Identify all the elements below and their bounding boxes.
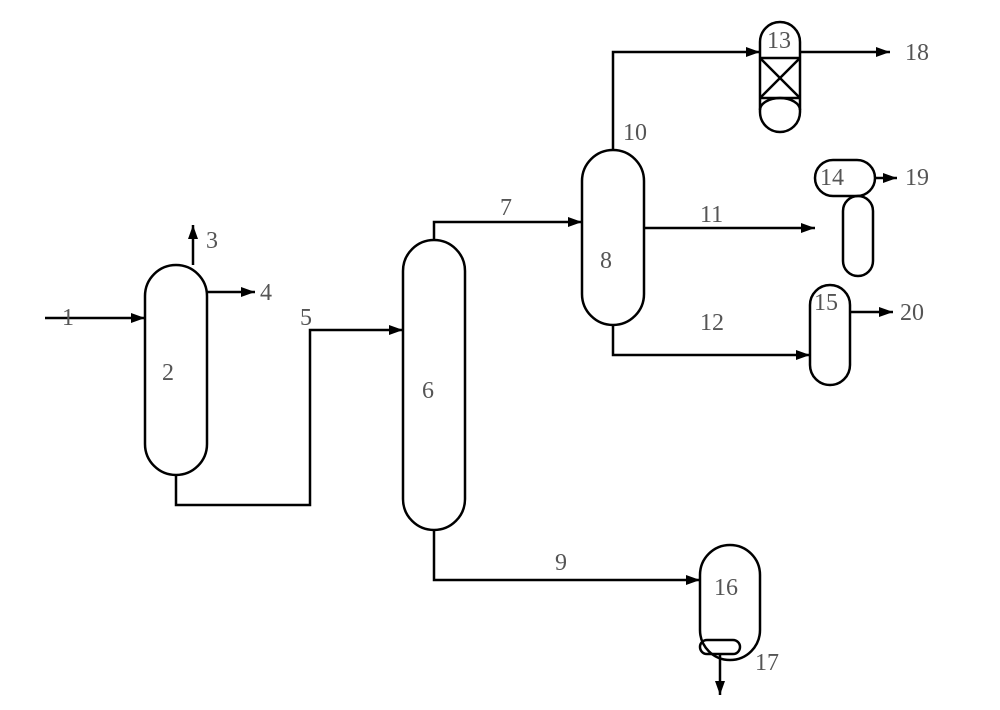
vessel-v2-label: 2 [162, 360, 174, 386]
stream-s9 [434, 530, 700, 580]
stream-s7 [434, 222, 582, 240]
stream-s19-label: 19 [905, 165, 929, 191]
vessel-v8 [582, 150, 644, 325]
vessel-v16 [700, 545, 760, 660]
vessel-v16-label: 16 [714, 575, 738, 601]
stream-s9-label: 9 [555, 550, 567, 576]
stream-s3-label: 3 [206, 228, 218, 254]
stream-s7-label: 7 [500, 195, 512, 221]
process-flow-diagram: 2681314151613457101112917181920 [0, 0, 1000, 710]
stream-s4-label: 4 [260, 280, 272, 306]
stream-s18-label: 18 [905, 40, 929, 66]
stream-s5-label: 5 [300, 305, 312, 331]
stream-s20-label: 20 [900, 300, 924, 326]
stream-s12-label: 12 [700, 310, 724, 336]
vessel-v14-label: 14 [820, 165, 844, 191]
vessel-v13-label: 13 [767, 28, 791, 54]
vessel-v6 [403, 240, 465, 530]
vessel-v15-label: 15 [814, 290, 838, 316]
vessel-v8-label: 8 [600, 248, 612, 274]
stream-s10-label: 10 [623, 120, 647, 146]
vessel-v2 [145, 265, 207, 475]
stream-s1-label: 1 [62, 305, 74, 331]
stream-s17-label: 17 [755, 650, 779, 676]
stream-s11-label: 11 [700, 202, 723, 228]
vessel-v6-label: 6 [422, 378, 434, 404]
stream-s5 [176, 330, 403, 505]
